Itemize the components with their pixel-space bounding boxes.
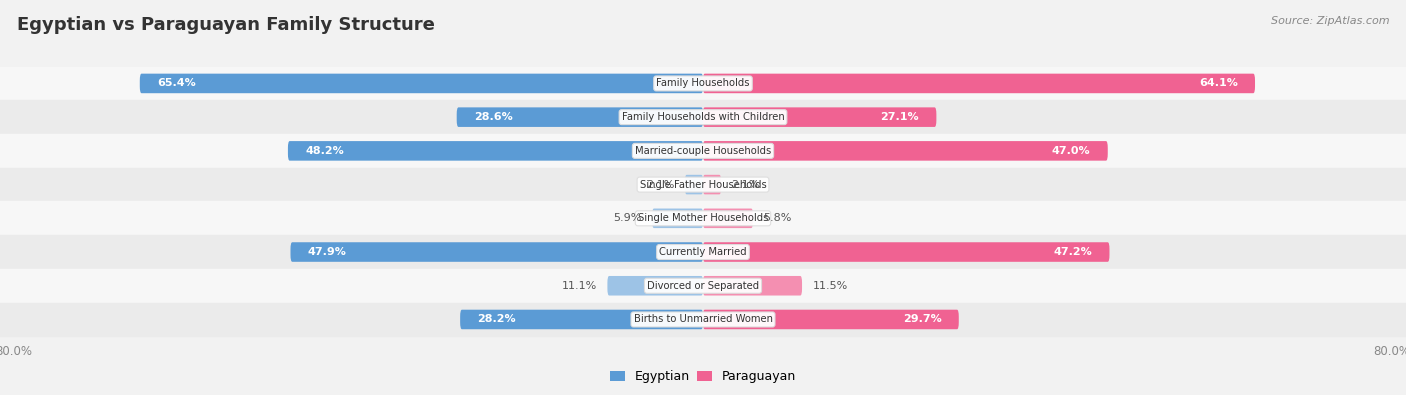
Text: 27.1%: 27.1%: [880, 112, 920, 122]
Text: 47.2%: 47.2%: [1053, 247, 1092, 257]
FancyBboxPatch shape: [291, 242, 703, 262]
Text: Currently Married: Currently Married: [659, 247, 747, 257]
FancyBboxPatch shape: [703, 175, 721, 194]
Text: Source: ZipAtlas.com: Source: ZipAtlas.com: [1271, 16, 1389, 26]
Text: 29.7%: 29.7%: [903, 314, 942, 324]
Text: 5.9%: 5.9%: [613, 213, 643, 223]
Text: Births to Unmarried Women: Births to Unmarried Women: [634, 314, 772, 324]
Text: 11.1%: 11.1%: [562, 281, 598, 291]
FancyBboxPatch shape: [607, 276, 703, 295]
Text: 2.1%: 2.1%: [731, 180, 759, 190]
Text: 5.8%: 5.8%: [763, 213, 792, 223]
FancyBboxPatch shape: [703, 73, 1256, 93]
FancyBboxPatch shape: [685, 175, 703, 194]
Text: Single Mother Households: Single Mother Households: [638, 213, 768, 223]
Bar: [0, 67, 1406, 100]
FancyBboxPatch shape: [457, 107, 703, 127]
Text: 2.1%: 2.1%: [647, 180, 675, 190]
Text: 47.0%: 47.0%: [1052, 146, 1091, 156]
FancyBboxPatch shape: [703, 310, 959, 329]
Text: 28.2%: 28.2%: [478, 314, 516, 324]
Text: Egyptian vs Paraguayan Family Structure: Egyptian vs Paraguayan Family Structure: [17, 16, 434, 34]
FancyBboxPatch shape: [703, 276, 801, 295]
Bar: [0, 168, 1406, 201]
Text: 28.6%: 28.6%: [474, 112, 513, 122]
Text: Divorced or Separated: Divorced or Separated: [647, 281, 759, 291]
Text: Single Father Households: Single Father Households: [640, 180, 766, 190]
Bar: [0, 134, 1406, 168]
Bar: [0, 100, 1406, 134]
Bar: [0, 201, 1406, 235]
Bar: [0, 303, 1406, 336]
Text: 64.1%: 64.1%: [1199, 79, 1237, 88]
Text: Family Households with Children: Family Households with Children: [621, 112, 785, 122]
FancyBboxPatch shape: [703, 242, 1109, 262]
Legend: Egyptian, Paraguayan: Egyptian, Paraguayan: [610, 370, 796, 383]
FancyBboxPatch shape: [460, 310, 703, 329]
FancyBboxPatch shape: [652, 209, 703, 228]
Text: 11.5%: 11.5%: [813, 281, 848, 291]
Text: 65.4%: 65.4%: [157, 79, 195, 88]
FancyBboxPatch shape: [703, 107, 936, 127]
Bar: [0, 235, 1406, 269]
FancyBboxPatch shape: [139, 73, 703, 93]
Text: 47.9%: 47.9%: [308, 247, 347, 257]
FancyBboxPatch shape: [703, 141, 1108, 161]
Text: Family Households: Family Households: [657, 79, 749, 88]
FancyBboxPatch shape: [703, 209, 754, 228]
Bar: [0, 269, 1406, 303]
Text: Married-couple Households: Married-couple Households: [636, 146, 770, 156]
Text: 48.2%: 48.2%: [305, 146, 344, 156]
FancyBboxPatch shape: [288, 141, 703, 161]
